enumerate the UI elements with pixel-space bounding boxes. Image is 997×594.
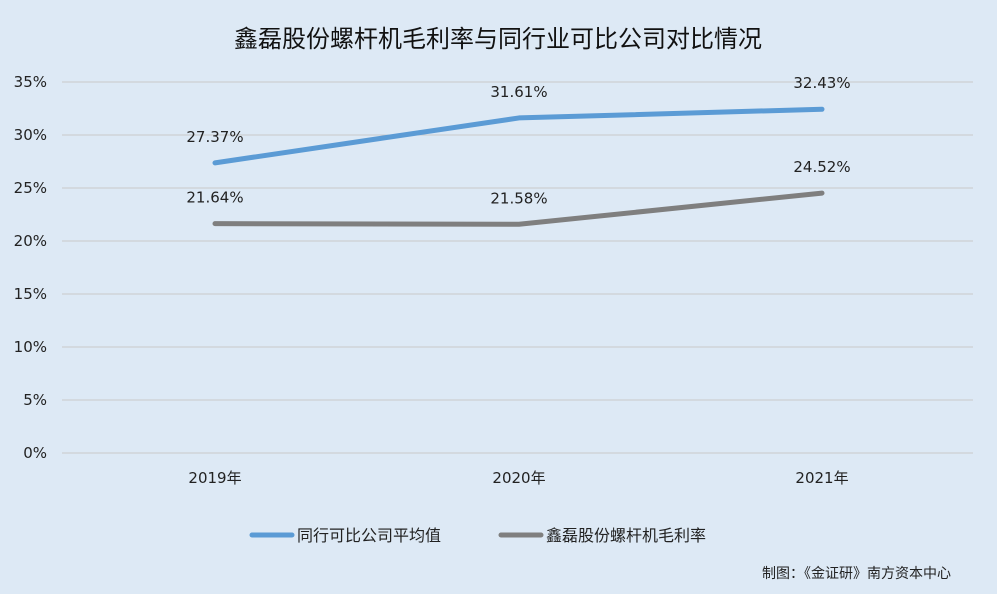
- y-tick-label: 25%: [14, 179, 47, 197]
- data-label: 27.37%: [186, 128, 243, 146]
- y-tick-label: 10%: [14, 338, 47, 356]
- y-axis-ticks: 0% 5% 10% 15% 20% 25% 30% 35%: [14, 73, 47, 462]
- data-label: 32.43%: [793, 74, 850, 92]
- legend: 同行可比公司平均值 鑫磊股份螺杆机毛利率: [249, 526, 706, 545]
- legend-label: 同行可比公司平均值: [297, 526, 441, 545]
- y-tick-label: 0%: [23, 444, 47, 462]
- x-tick-label: 2021年: [795, 469, 848, 487]
- legend-label: 鑫磊股份螺杆机毛利率: [546, 526, 706, 545]
- credit-text: 制图：《金证研》南方资本中心: [762, 566, 951, 582]
- chart-title: 鑫磊股份螺杆机毛利率与同行业可比公司对比情况: [234, 25, 762, 53]
- data-label: 31.61%: [490, 83, 547, 101]
- series-lines: [212, 106, 825, 227]
- data-labels: 27.37% 31.61% 32.43% 21.64% 21.58% 24.52%: [186, 74, 850, 207]
- data-label: 21.64%: [186, 189, 243, 207]
- y-tick-label: 30%: [14, 126, 47, 144]
- x-tick-label: 2020年: [492, 469, 545, 487]
- y-tick-label: 35%: [14, 73, 47, 91]
- data-label: 24.52%: [793, 158, 850, 176]
- x-axis-ticks: 2019年 2020年 2021年: [188, 469, 848, 487]
- x-tick-label: 2019年: [188, 469, 241, 487]
- series-line-1: [212, 106, 825, 166]
- data-label: 21.58%: [490, 189, 547, 207]
- y-tick-label: 20%: [14, 232, 47, 250]
- gridlines: [62, 81, 973, 454]
- y-tick-label: 5%: [23, 391, 47, 409]
- y-tick-label: 15%: [14, 285, 47, 303]
